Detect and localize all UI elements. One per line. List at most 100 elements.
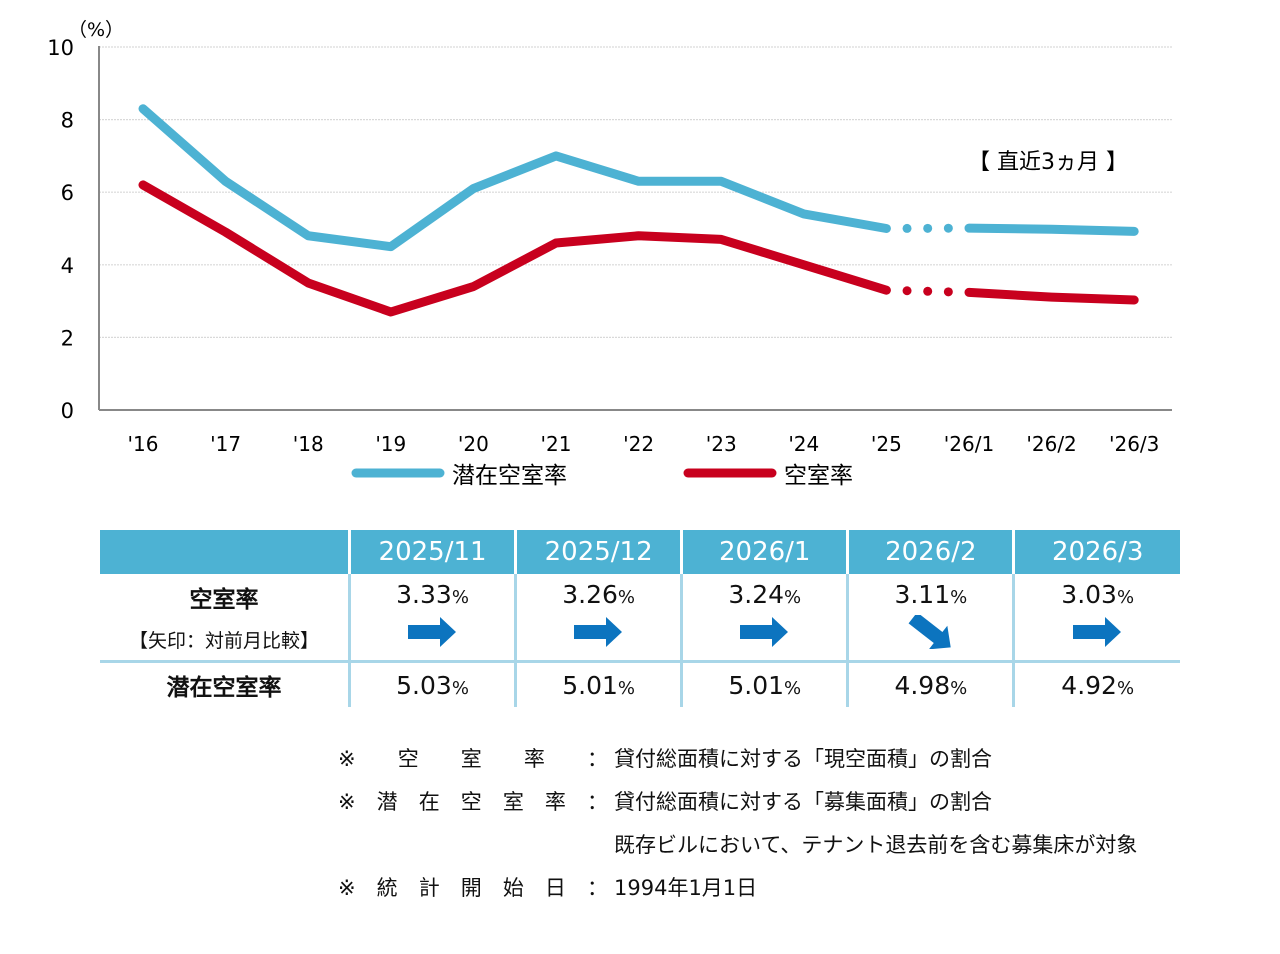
y-axis-unit-label: （%）: [68, 19, 124, 41]
header-month: 2026/2: [846, 530, 1014, 574]
x-tick-label: '22: [623, 432, 654, 456]
series-vacancy: [138, 180, 1139, 317]
percent-sign: %: [617, 677, 636, 699]
percent-sign: %: [617, 587, 636, 608]
y-tick-label: 2: [61, 326, 74, 350]
percent-sign: %: [1116, 677, 1135, 699]
note-key-char: 率: [523, 747, 545, 771]
potential-row-label: 潜在空室率: [166, 675, 282, 701]
note-separator: ：: [586, 747, 608, 771]
note-key-char: 室: [502, 790, 524, 814]
vacancy-cell: 3.26%: [514, 574, 682, 663]
vacancy-value: 3.11: [894, 580, 951, 609]
note-key-char: 日: [544, 876, 566, 900]
header-month: 2025/12: [514, 530, 682, 574]
note-potential-vacancy-definition: ※ 潜在空室率 ： 貸付総面積に対する「募集面積」の割合: [338, 781, 1137, 824]
series-potential-vacancy: [138, 104, 1139, 252]
potential-cell: 4.92%: [1012, 661, 1180, 707]
note-key-char: 開: [460, 876, 482, 900]
x-tick-label: '16: [128, 432, 159, 456]
header-month: 2026/3: [1012, 530, 1180, 574]
note-text: 貸付総面積に対する「現空面積」の割合: [614, 747, 992, 771]
vacancy-value: 3.24: [728, 580, 785, 609]
vacancy-cell: 3.33%: [347, 574, 516, 663]
percent-sign: %: [784, 677, 802, 699]
potential-value: 5.03: [396, 670, 452, 700]
arrow-right-icon: [573, 617, 622, 647]
note-key-char: 空: [397, 747, 419, 771]
series-line-historical: [138, 180, 891, 317]
note-text: 貸付総面積に対する「募集面積」の割合: [614, 790, 992, 814]
potential-value: 5.01: [728, 670, 785, 700]
footnotes: ※ 空室率： 貸付総面積に対する「現空面積」の割合 ※ 潜在空室率： 貸付総面積に対…: [338, 738, 1137, 910]
note-statistics-start-date: ※ 統計開始日 ： 1994年1月1日: [338, 867, 1137, 910]
table-row-vacancy: 空室率 【矢印：対前月比較】 3.33% 3.26% 3.24% 3.11% 3…: [100, 574, 1180, 663]
percent-sign: %: [784, 587, 802, 608]
header-blank: [100, 530, 350, 574]
x-tick-label: '26/3: [1109, 432, 1159, 456]
x-axis-ticks: '16 '17 '18 '19 '20 '21 '22 '23 '24 '25 '26/1 '26/2…: [128, 432, 1160, 456]
vacancy-value: 3.03: [1061, 580, 1117, 609]
potential-cell: 5.01%: [514, 661, 682, 707]
y-axis-ticks: 0 2 4 6 8 10: [47, 36, 74, 423]
header-month: 2026/1: [680, 530, 848, 574]
y-tick-label: 0: [61, 399, 74, 423]
vacancy-cell: 3.03%: [1012, 574, 1180, 663]
vacancy-row-label: 空室率: [189, 587, 259, 613]
series-line-recent: [964, 223, 1139, 236]
note-text: 1994年1月1日: [614, 876, 758, 900]
recent-months-table: 2025/11 2025/12 2026/1 2026/2 2026/3 空室率…: [100, 530, 1180, 707]
x-tick-label: '20: [458, 432, 489, 456]
arrow-right-icon: [1072, 617, 1121, 647]
dotted-connector-dot: [902, 223, 912, 233]
note-mark: ※: [338, 747, 356, 771]
percent-sign: %: [950, 677, 968, 699]
note-separator: ：: [586, 790, 608, 814]
arrow-down-right-icon: [908, 615, 951, 649]
x-tick-label: '25: [871, 432, 902, 456]
percent-sign: %: [451, 677, 469, 699]
note-key-char: 潜: [376, 790, 398, 814]
potential-value: 5.01: [562, 670, 618, 700]
dotted-connector-dot: [923, 223, 933, 233]
x-tick-label: '19: [375, 432, 406, 456]
note-text: 既存ビルにおいて、テナント退去前を含む募集床が対象: [614, 833, 1138, 857]
note-key-char: 計: [418, 876, 440, 900]
dotted-connector-dot: [923, 286, 933, 296]
percent-sign: %: [1116, 587, 1135, 608]
potential-value: 4.92: [1061, 670, 1117, 700]
row-label-cell: 空室率 【矢印：対前月比較】: [100, 574, 350, 663]
vacancy-value: 3.26: [562, 580, 618, 609]
arrow-right-icon: [407, 617, 456, 647]
vacancy-value: 3.33: [396, 580, 452, 609]
x-tick-label: '26/1: [944, 432, 994, 456]
dotted-connector-dot: [902, 286, 912, 296]
x-tick-label: '26/2: [1026, 432, 1076, 456]
potential-cell: 5.01%: [680, 661, 848, 707]
row-label-cell: 潜在空室率: [100, 662, 350, 708]
x-tick-label: '17: [210, 432, 241, 456]
series-line-historical: [138, 104, 891, 252]
percent-sign: %: [950, 587, 968, 608]
x-tick-label: '23: [706, 432, 737, 456]
percent-sign: %: [451, 587, 469, 608]
note-key-char: 統: [376, 876, 398, 900]
x-tick-label: '21: [541, 432, 572, 456]
vacancy-cell: 3.11%: [846, 574, 1014, 663]
table-row-potential-vacancy: 潜在空室率 5.03% 5.01% 5.01% 4.98% 4.92%: [100, 661, 1180, 708]
y-tick-label: 6: [61, 181, 74, 205]
note-key-char: 室: [460, 747, 482, 771]
vacancy-cell: 3.24%: [680, 574, 848, 663]
arrow-right-icon: [739, 617, 788, 647]
note-mark: ※: [338, 876, 356, 900]
legend-label-vacancy: 空室率: [784, 463, 853, 489]
potential-cell: 4.98%: [846, 661, 1014, 707]
x-tick-label: '18: [293, 432, 324, 456]
dotted-connector-dot: [943, 287, 953, 297]
legend: 潜在空室率 空室率: [351, 463, 853, 489]
potential-cell: 5.03%: [347, 661, 516, 707]
note-key-char: 空: [460, 790, 482, 814]
note-key-char: 始: [502, 876, 524, 900]
x-tick-label: '24: [788, 432, 819, 456]
